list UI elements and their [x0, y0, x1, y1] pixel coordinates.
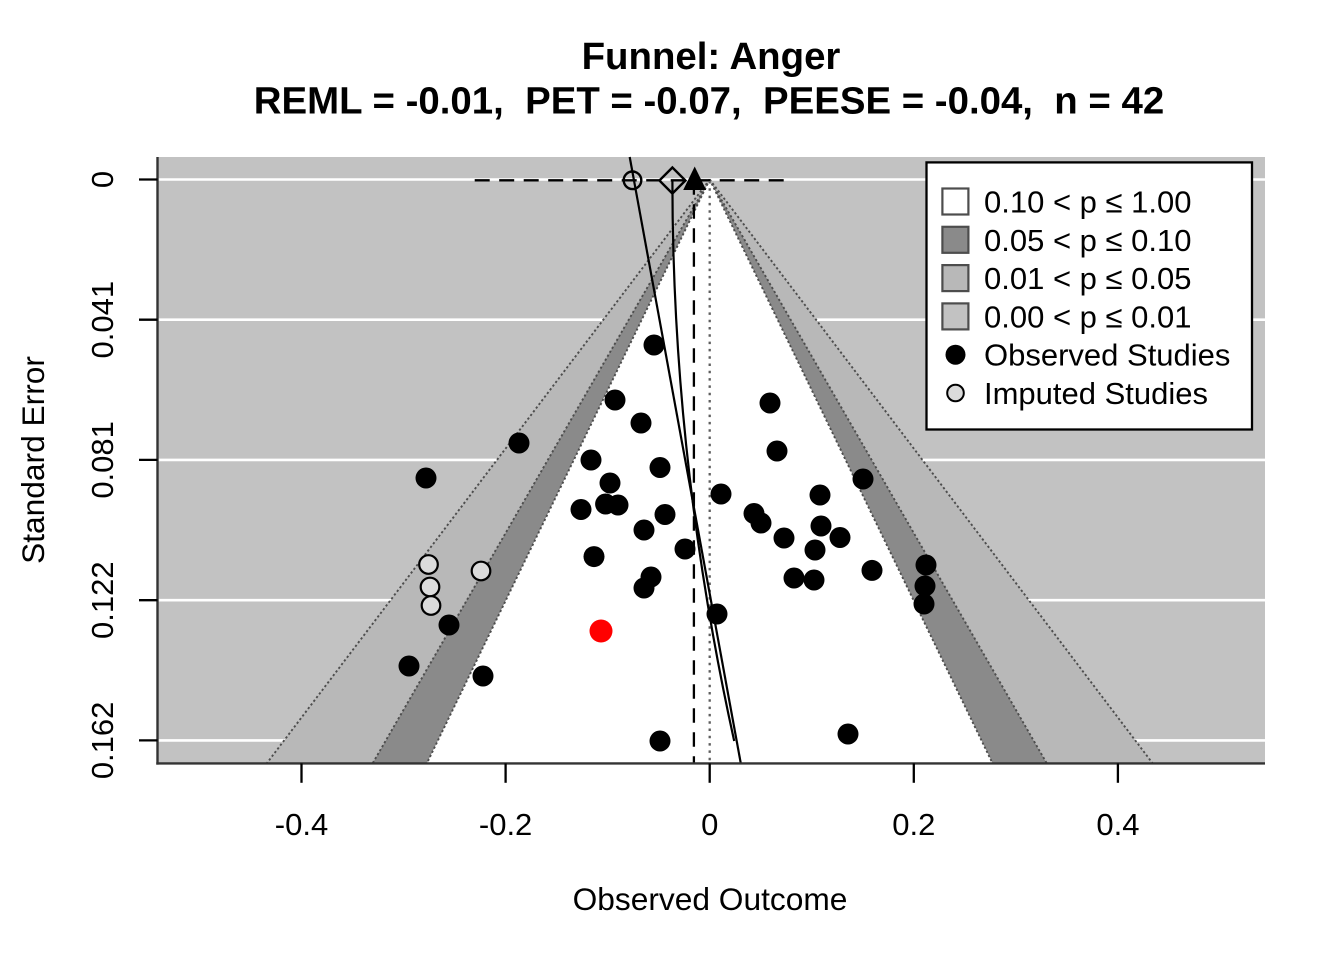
- svg-text:Standard Error: Standard Error: [15, 356, 51, 564]
- svg-text:0.041: 0.041: [85, 281, 120, 359]
- svg-text:0: 0: [85, 171, 120, 188]
- svg-text:0.4: 0.4: [1096, 807, 1139, 842]
- svg-text:0.10 < p ≤ 1.00: 0.10 < p ≤ 1.00: [984, 185, 1191, 220]
- svg-text:Observed Outcome: Observed Outcome: [573, 881, 848, 917]
- svg-text:0.2: 0.2: [892, 807, 935, 842]
- svg-text:0.081: 0.081: [85, 421, 120, 499]
- svg-text:REML = -0.01, PET = -0.07, P: REML = -0.01, PET = -0.07, PEESE = -0.04…: [254, 80, 1164, 123]
- svg-text:Imputed Studies: Imputed Studies: [984, 376, 1208, 411]
- svg-text:-0.4: -0.4: [275, 807, 328, 842]
- svg-text:0.05 < p ≤ 0.10: 0.05 < p ≤ 0.10: [984, 223, 1191, 258]
- svg-text:0.122: 0.122: [85, 561, 120, 639]
- svg-text:-0.2: -0.2: [479, 807, 532, 842]
- svg-text:0.162: 0.162: [85, 702, 120, 780]
- svg-text:Observed Studies: Observed Studies: [984, 338, 1230, 373]
- svg-text:0.01 < p ≤ 0.05: 0.01 < p ≤ 0.05: [984, 261, 1191, 296]
- svg-text:0: 0: [701, 807, 718, 842]
- svg-text:Funnel: Anger: Funnel: Anger: [582, 35, 841, 78]
- svg-text:0.00 < p ≤ 0.01: 0.00 < p ≤ 0.01: [984, 299, 1191, 334]
